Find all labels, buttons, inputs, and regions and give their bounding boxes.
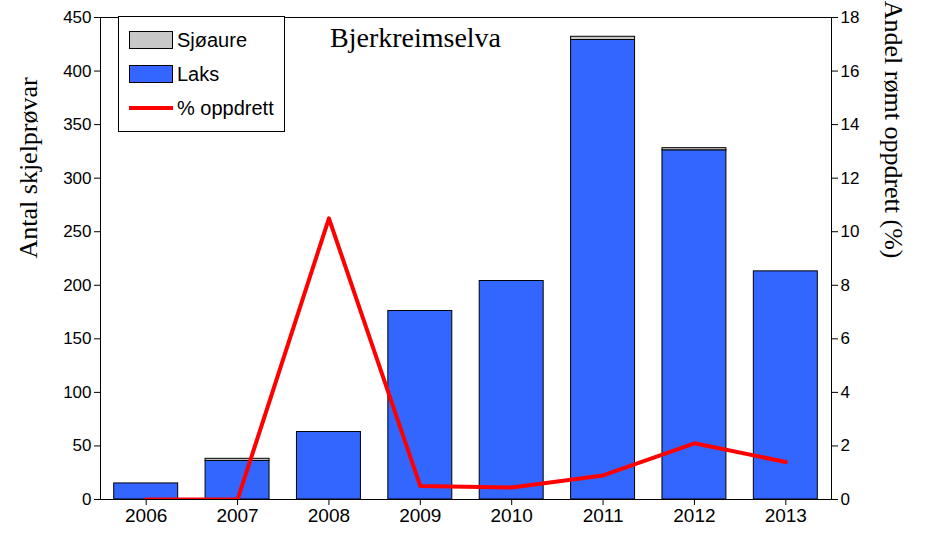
- svg-text:2011: 2011: [583, 505, 624, 526]
- svg-text:150: 150: [63, 329, 91, 348]
- svg-text:2007: 2007: [216, 505, 258, 526]
- svg-text:18: 18: [841, 8, 860, 27]
- svg-text:400: 400: [63, 61, 91, 80]
- svg-text:2008: 2008: [308, 505, 350, 526]
- svg-text:450: 450: [63, 8, 91, 27]
- html-text:Laks: Laks: [177, 62, 220, 85]
- svg-text:0: 0: [841, 490, 850, 509]
- html-text:% oppdrett: % oppdrett: [177, 96, 274, 119]
- svg-text:250: 250: [63, 222, 91, 241]
- svg-text:2009: 2009: [399, 505, 441, 526]
- svg-text:300: 300: [63, 169, 91, 188]
- svg-text:14: 14: [841, 115, 860, 134]
- svg-text:Antal skjelprøvar: Antal skjelprøvar: [14, 77, 43, 259]
- svg-text:12: 12: [841, 169, 860, 188]
- svg-text:350: 350: [63, 115, 91, 134]
- svg-text:4: 4: [841, 383, 850, 402]
- svg-text:8: 8: [841, 276, 850, 295]
- html-text:Bjerkreimselva: Bjerkreimselva: [330, 22, 502, 53]
- svg-text:16: 16: [841, 61, 860, 80]
- svg-text:2013: 2013: [765, 505, 807, 526]
- svg-text:Andel rømt oppdrett (%): Andel rømt oppdrett (%): [879, 1, 908, 259]
- svg-text:10: 10: [841, 222, 860, 241]
- svg-text:2006: 2006: [125, 505, 167, 526]
- svg-text:50: 50: [73, 436, 92, 455]
- svg-text:0: 0: [82, 490, 91, 509]
- svg-text:2012: 2012: [673, 505, 715, 526]
- svg-text:100: 100: [63, 383, 91, 402]
- html-text:Sjøaure: Sjøaure: [177, 28, 247, 51]
- svg-text:200: 200: [63, 276, 91, 295]
- svg-text:6: 6: [841, 329, 850, 348]
- svg-text:2010: 2010: [491, 505, 533, 526]
- svg-text:2: 2: [841, 436, 850, 455]
